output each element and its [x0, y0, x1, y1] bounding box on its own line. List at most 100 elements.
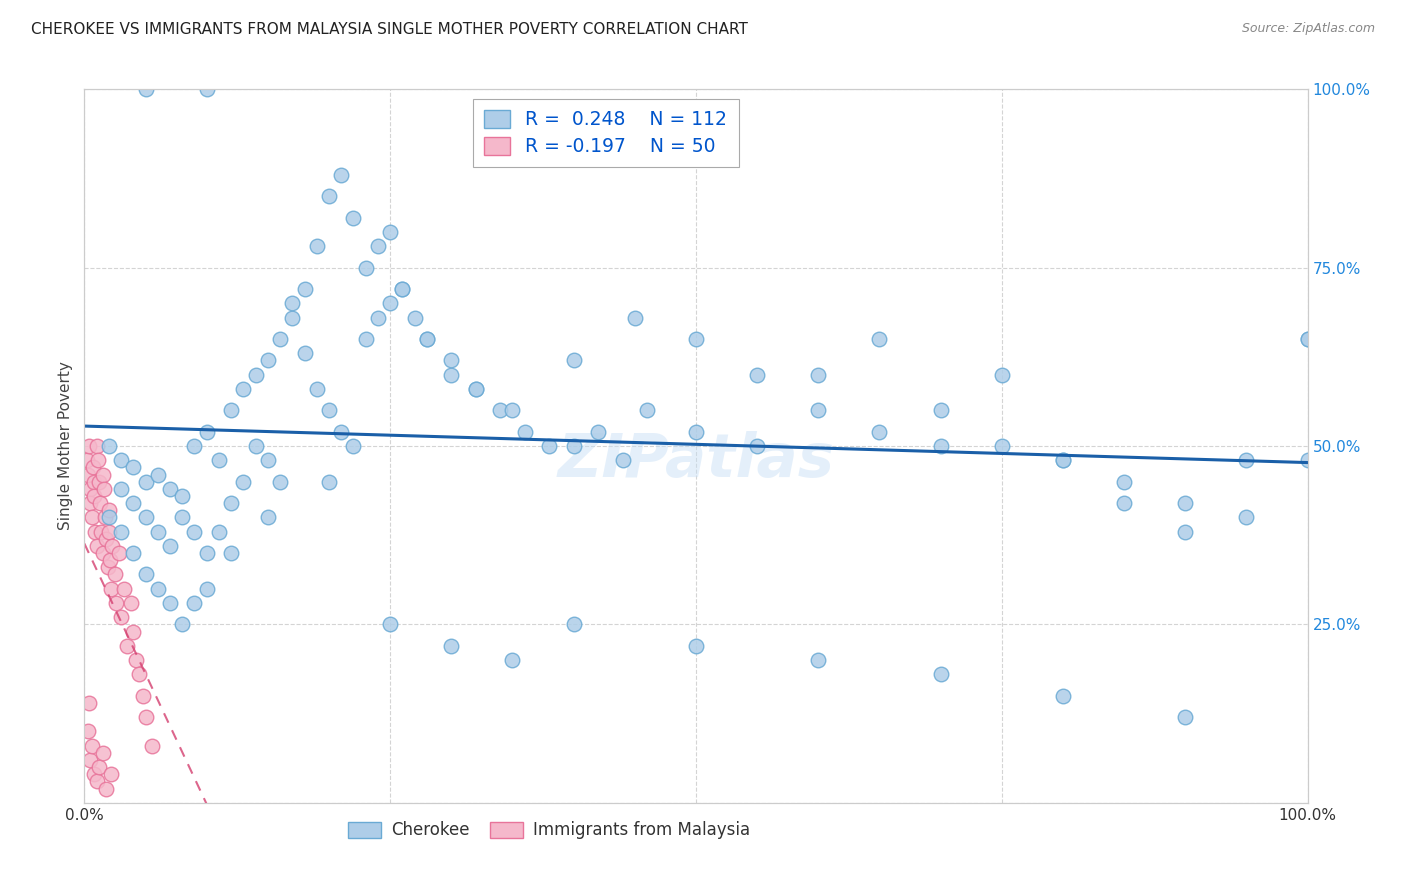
Point: [96, 781, 118, 796]
Point: [125, 653, 148, 667]
Point: [91, 467, 114, 482]
Point: [135, 82, 157, 96]
Point: [636, 403, 658, 417]
Point: [195, 546, 218, 560]
Point: [269, 332, 291, 346]
Point: [122, 546, 145, 560]
Point: [82, 460, 104, 475]
Text: Source: ZipAtlas.com: Source: ZipAtlas.com: [1241, 22, 1375, 36]
Point: [1114, 475, 1136, 489]
Point: [257, 510, 280, 524]
Point: [135, 567, 157, 582]
Point: [330, 168, 353, 182]
Point: [195, 425, 218, 439]
Point: [120, 596, 142, 610]
Point: [122, 624, 145, 639]
Point: [380, 225, 402, 239]
Point: [416, 332, 439, 346]
Point: [128, 667, 150, 681]
Point: [1114, 496, 1136, 510]
Point: [101, 539, 124, 553]
Point: [146, 467, 169, 482]
Point: [87, 760, 110, 774]
Point: [91, 746, 114, 760]
Point: [86, 539, 108, 553]
Point: [90, 524, 112, 539]
Point: [257, 353, 280, 368]
Point: [110, 610, 132, 624]
Point: [96, 532, 118, 546]
Point: [159, 539, 181, 553]
Point: [83, 767, 105, 781]
Point: [208, 524, 231, 539]
Point: [100, 582, 122, 596]
Point: [115, 639, 138, 653]
Point: [208, 453, 231, 467]
Point: [97, 524, 120, 539]
Point: [464, 382, 486, 396]
Point: [440, 368, 463, 382]
Point: [513, 425, 536, 439]
Point: [318, 189, 340, 203]
Point: [172, 489, 194, 503]
Point: [747, 439, 769, 453]
Point: [135, 710, 157, 724]
Point: [77, 439, 100, 453]
Point: [929, 403, 952, 417]
Point: [172, 617, 194, 632]
Legend: Cherokee, Immigrants from Malaysia: Cherokee, Immigrants from Malaysia: [342, 814, 756, 846]
Point: [685, 425, 707, 439]
Point: [84, 524, 107, 539]
Point: [76, 453, 98, 467]
Point: [489, 403, 512, 417]
Point: [807, 653, 830, 667]
Point: [1174, 524, 1197, 539]
Point: [1174, 710, 1197, 724]
Point: [281, 296, 304, 310]
Point: [416, 332, 439, 346]
Point: [232, 382, 254, 396]
Point: [305, 239, 328, 253]
Point: [195, 582, 218, 596]
Point: [318, 475, 340, 489]
Point: [1052, 453, 1074, 467]
Point: [183, 439, 205, 453]
Text: CHEROKEE VS IMMIGRANTS FROM MALAYSIA SINGLE MOTHER POVERTY CORRELATION CHART: CHEROKEE VS IMMIGRANTS FROM MALAYSIA SIN…: [31, 22, 748, 37]
Point: [183, 524, 205, 539]
Point: [612, 453, 634, 467]
Point: [869, 332, 891, 346]
Point: [354, 332, 377, 346]
Point: [342, 439, 364, 453]
Point: [98, 553, 121, 567]
Point: [342, 211, 364, 225]
Point: [257, 453, 280, 467]
Point: [685, 332, 707, 346]
Point: [380, 617, 402, 632]
Point: [112, 582, 135, 596]
Point: [869, 425, 891, 439]
Point: [146, 524, 169, 539]
Point: [1052, 689, 1074, 703]
Point: [146, 582, 169, 596]
Point: [391, 282, 413, 296]
Point: [141, 739, 163, 753]
Point: [440, 639, 463, 653]
Point: [991, 439, 1014, 453]
Point: [110, 482, 132, 496]
Point: [79, 753, 101, 767]
Point: [86, 439, 108, 453]
Point: [89, 496, 111, 510]
Point: [991, 368, 1014, 382]
Point: [807, 403, 830, 417]
Point: [624, 310, 647, 325]
Point: [294, 346, 316, 360]
Point: [159, 482, 181, 496]
Point: [367, 239, 389, 253]
Point: [83, 475, 105, 489]
Point: [1236, 453, 1258, 467]
Point: [100, 767, 122, 781]
Point: [219, 496, 242, 510]
Point: [159, 596, 181, 610]
Point: [354, 260, 377, 275]
Point: [747, 368, 769, 382]
